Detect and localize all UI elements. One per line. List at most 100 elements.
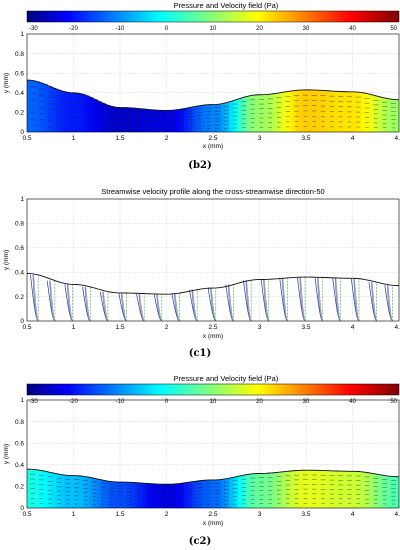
x-tick-label: 1 (72, 324, 76, 331)
velocity-profile-line (33, 274, 39, 322)
field-cell (270, 472, 276, 508)
velocity-profile-line (282, 277, 288, 322)
velocity-profile-line (121, 292, 127, 322)
field-cell (138, 482, 144, 508)
colorbar-tick-label: 40 (349, 399, 356, 405)
field-cell (89, 97, 94, 132)
field-cell (341, 91, 346, 132)
field-cell (151, 109, 156, 132)
field-cell (80, 476, 86, 508)
velocity-vectors (29, 474, 397, 506)
field-cell (308, 89, 313, 132)
field-cell (361, 472, 367, 508)
field-cell (35, 81, 40, 132)
velocity-profile-line (246, 280, 252, 322)
colorbar (26, 383, 400, 396)
field-cell (89, 477, 94, 508)
velocity-profile-line (102, 291, 109, 322)
velocity-profile-line (387, 285, 393, 322)
field-cell (97, 479, 102, 508)
field-cell (291, 470, 297, 508)
y-axis-label: y (mm) (3, 250, 10, 270)
velocity-profile-line (49, 280, 56, 322)
colorbar-ticks: -30 -20 -10 0 10 20 30 40 50 (29, 399, 398, 405)
field-cell (279, 471, 284, 508)
velocity-profile-line (32, 274, 39, 322)
x-tick-label: 1 (72, 135, 76, 142)
x-tick-label: 1.5 (115, 324, 124, 331)
field-cell (394, 99, 400, 132)
velocity-profile-line (299, 277, 306, 322)
field-cell (27, 469, 32, 508)
x-tick-label: 2 (165, 511, 169, 518)
panel-b2: Pressure and Velocity field (Pa) -30 -20-… (3, 1, 400, 171)
field-cell (237, 475, 243, 508)
panel-c1: Streamwise velocity profile along the cr… (3, 187, 400, 359)
y-tick-label: 0.2 (15, 484, 24, 491)
velocity-profile-line (371, 282, 377, 322)
field-cell (213, 104, 218, 132)
velocity-profiles (30, 274, 393, 322)
velocity-profile-line (138, 293, 145, 322)
velocity-profile-line (354, 278, 360, 322)
field-cell (76, 475, 82, 508)
field-cell (221, 479, 226, 508)
velocity-profile-line (66, 284, 73, 322)
velocity-profile-line (173, 293, 180, 322)
field-cell (213, 479, 218, 508)
y-tick-label: 0.4 (15, 90, 24, 97)
colorbar-tick-label: 0 (165, 26, 169, 32)
velocity-profile-line (84, 286, 91, 322)
x-tick-label: 3.5 (301, 135, 310, 142)
velocity-profile-line (85, 286, 91, 322)
figure-caption: (c2) (189, 536, 212, 547)
y-tick-label: 0.4 (15, 462, 24, 469)
x-axis-label: x (mm) (203, 333, 223, 340)
field-cell (394, 476, 400, 508)
velocity-profile-line (245, 280, 252, 322)
x-tick-label: 2.5 (208, 135, 217, 142)
colorbar-tick-label: 20 (256, 26, 263, 32)
colorbar-tick-label: -20 (69, 26, 78, 32)
y-tick-label: 0.6 (15, 70, 24, 77)
colorbar-tick-label: 10 (210, 26, 217, 32)
x-tick-label: 4.5 (394, 324, 400, 331)
plot-frame (26, 399, 400, 509)
field-cell (200, 105, 206, 132)
field-cell (105, 105, 111, 132)
field-cell (229, 101, 235, 132)
field-cell (378, 474, 383, 508)
y-tick-labels: 0 0.2 0.4 0.6 0.8 1 (15, 31, 24, 136)
panel-c2: Pressure and Velocity field (Pa) -30 -20-… (3, 374, 400, 547)
velocity-vectors (29, 86, 397, 130)
colorbar-tick-label: -30 (29, 26, 38, 32)
wall-profile-line (26, 468, 400, 485)
colorbar-tick-label: 40 (349, 26, 356, 32)
velocity-profile-line (192, 289, 198, 322)
field-cell (353, 471, 359, 508)
field-cell (370, 94, 375, 132)
field-cell (270, 93, 276, 132)
colorbar-tick-label: -10 (116, 399, 125, 405)
y-tick-label: 0.6 (15, 245, 24, 252)
field-cell (299, 89, 305, 132)
y-tick-label: 0.6 (15, 440, 24, 447)
plot-frame (26, 198, 400, 322)
field-cell (35, 469, 40, 508)
field-cell (130, 482, 135, 508)
field-cell (361, 92, 367, 132)
colorbar-tick-label: -10 (116, 26, 125, 32)
field-cell (192, 481, 197, 508)
y-axis-label: y (mm) (3, 444, 10, 464)
field-cell (200, 480, 206, 508)
field-cell (68, 475, 73, 508)
velocity-profile-line (317, 277, 324, 322)
colorbar-tick-label: 20 (256, 399, 263, 405)
wall-profile (26, 79, 400, 111)
y-tick-label: 0.2 (15, 110, 24, 117)
field-cell (229, 477, 235, 508)
field-cell (68, 92, 73, 132)
field-cell (76, 93, 82, 132)
field-cell (316, 90, 321, 132)
field-cell (130, 107, 135, 132)
